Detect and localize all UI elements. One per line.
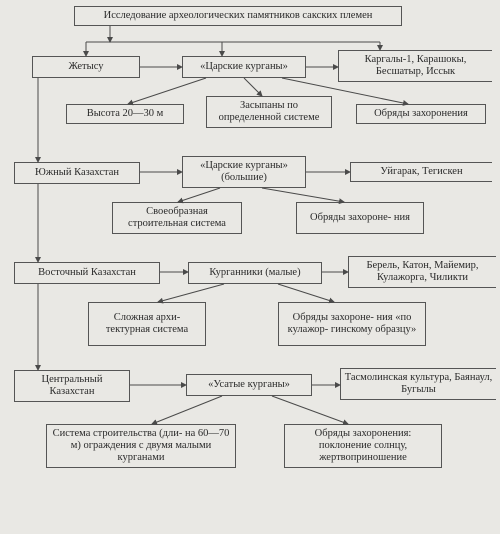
- region-central: Центральный Казахстан: [14, 370, 130, 402]
- node-text: Южный Казахстан: [35, 167, 119, 179]
- node-text: Обряды захороне- ния «по кулажор- гинско…: [282, 312, 422, 336]
- node-text: Восточный Казахстан: [38, 267, 136, 279]
- usatye-kurgany: «Усатые курганы»: [186, 374, 312, 396]
- sites-east: Берель, Катон, Майемир, Кулажорга, Чилик…: [348, 256, 496, 288]
- region-east: Восточный Казахстан: [14, 262, 160, 284]
- tsar-kurgany-2: «Царские курганы» (большие): [182, 156, 306, 188]
- feature-zasyp: Засыпаны по определенной системе: [206, 96, 332, 128]
- node-text: Центральный Казахстан: [18, 374, 126, 398]
- feature-stroit: Своеобразная строительная система: [112, 202, 242, 234]
- node-text: Каргалы-1, Карашокы, Бесшатыр, Иссык: [342, 54, 489, 78]
- feature-obryady-1: Обряды захоронения: [356, 104, 486, 124]
- node-text: Тасмолинская культура, Баянаул, Бугылы: [344, 372, 493, 396]
- feature-sistema: Система строительства (дли- на 60—70 м) …: [46, 424, 236, 468]
- node-text: «Царские курганы» (большие): [186, 160, 302, 184]
- sites-central: Тасмолинская культура, Баянаул, Бугылы: [340, 368, 496, 400]
- region-south: Южный Казахстан: [14, 162, 140, 184]
- feature-obryady-4: Обряды захоронения: поклонение солнцу, ж…: [284, 424, 442, 468]
- node-text: «Усатые курганы»: [208, 379, 290, 391]
- feature-obryady-3: Обряды захороне- ния «по кулажор- гинско…: [278, 302, 426, 346]
- node-text: Своеобразная строительная система: [116, 206, 238, 230]
- node-text: Уйгарак, Тегискен: [380, 166, 462, 178]
- node-text: Обряды захоронения: [374, 108, 468, 120]
- kurganniki: Курганники (малые): [188, 262, 322, 284]
- feature-height: Высота 20—30 м: [66, 104, 184, 124]
- region-zhetysu: Жетысу: [32, 56, 140, 78]
- node-text: Обряды захоронения: поклонение солнцу, ж…: [288, 428, 438, 464]
- tsar-kurgany-1: «Царские курганы»: [182, 56, 306, 78]
- sites-zhetysu: Каргалы-1, Карашокы, Бесшатыр, Иссык: [338, 50, 492, 82]
- title-text: Исследование археологических памятников …: [104, 10, 373, 22]
- feature-obryady-2: Обряды захороне- ния: [296, 202, 424, 234]
- node-text: Берель, Катон, Майемир, Кулажорга, Чилик…: [352, 260, 493, 284]
- node-text: Обряды захороне- ния: [310, 212, 410, 224]
- node-text: Система строительства (дли- на 60—70 м) …: [50, 428, 232, 464]
- node-text: «Царские курганы»: [200, 61, 288, 73]
- sites-south: Уйгарак, Тегискен: [350, 162, 492, 182]
- node-text: Высота 20—30 м: [87, 108, 164, 120]
- node-text: Сложная архи- тектурная система: [92, 312, 202, 336]
- node-text: Курганники (малые): [209, 267, 300, 279]
- node-text: Жетысу: [69, 61, 104, 73]
- title-node: Исследование археологических памятников …: [74, 6, 402, 26]
- feature-arch: Сложная архи- тектурная система: [88, 302, 206, 346]
- node-text: Засыпаны по определенной системе: [210, 100, 328, 124]
